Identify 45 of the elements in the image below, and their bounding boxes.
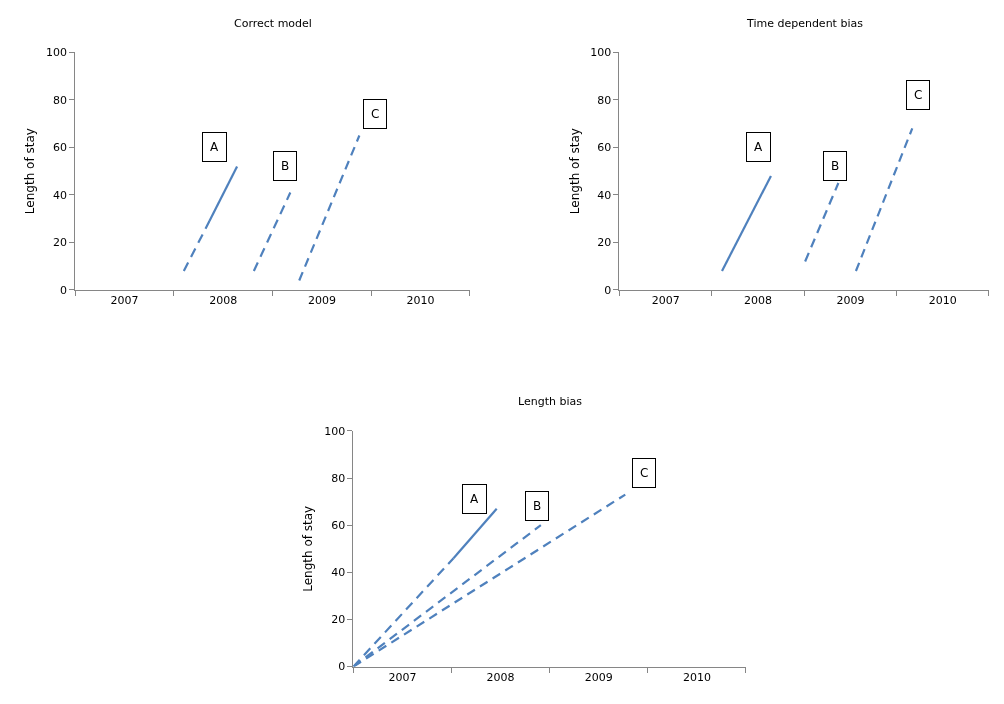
annotation: C xyxy=(371,107,380,121)
y-tick-label: 0 xyxy=(604,283,612,297)
annotation: A xyxy=(470,492,479,506)
x-tick-label: 2010 xyxy=(682,670,711,684)
x-tick-label: 2009 xyxy=(836,294,865,308)
x-tick-label: 2010 xyxy=(406,294,435,308)
y-tick-label: 80 xyxy=(331,471,346,485)
annotation: B xyxy=(281,159,290,173)
y-tick-label: 20 xyxy=(331,613,346,627)
chart-title: Time dependent bias xyxy=(746,17,864,30)
y-tick-label: 80 xyxy=(597,93,612,107)
annotation: C xyxy=(914,88,923,102)
x-tick-label: 2008 xyxy=(486,670,515,684)
y-tick-label: 100 xyxy=(324,424,346,438)
y-tick-label: 100 xyxy=(590,46,612,60)
x-tick-label: 2007 xyxy=(388,670,417,684)
y-tick-label: 80 xyxy=(53,93,68,107)
y-tick-label: 40 xyxy=(331,566,346,580)
y-tick-label: 100 xyxy=(46,46,68,60)
y-axis-title: Length of stay xyxy=(23,128,38,215)
x-tick-label: 2007 xyxy=(110,294,139,308)
annotation: A xyxy=(210,140,219,154)
x-tick-label: 2007 xyxy=(651,294,680,308)
x-tick-label: 2008 xyxy=(209,294,238,308)
y-tick-label: 20 xyxy=(597,236,612,250)
y-axis-title: Length of stay xyxy=(567,128,582,215)
annotation: C xyxy=(640,466,649,480)
y-tick-label: 20 xyxy=(53,236,68,250)
y-axis-title: Length of stay xyxy=(301,505,316,592)
y-tick-label: 40 xyxy=(597,188,612,202)
chart-title: Correct model xyxy=(234,17,312,30)
y-tick-label: 40 xyxy=(53,188,68,202)
y-tick-label: 60 xyxy=(53,141,68,155)
y-tick-label: 60 xyxy=(331,519,346,533)
x-tick-label: 2010 xyxy=(928,294,957,308)
y-tick-label: 60 xyxy=(597,141,612,155)
chart-title: Length bias xyxy=(518,395,583,408)
annotation: B xyxy=(831,159,840,173)
x-tick-label: 2009 xyxy=(584,670,613,684)
annotation: A xyxy=(754,140,763,154)
y-tick-label: 0 xyxy=(338,660,346,674)
y-tick-label: 0 xyxy=(60,283,68,297)
x-tick-label: 2009 xyxy=(307,294,336,308)
annotation: B xyxy=(533,499,542,513)
x-tick-label: 2008 xyxy=(744,294,773,308)
